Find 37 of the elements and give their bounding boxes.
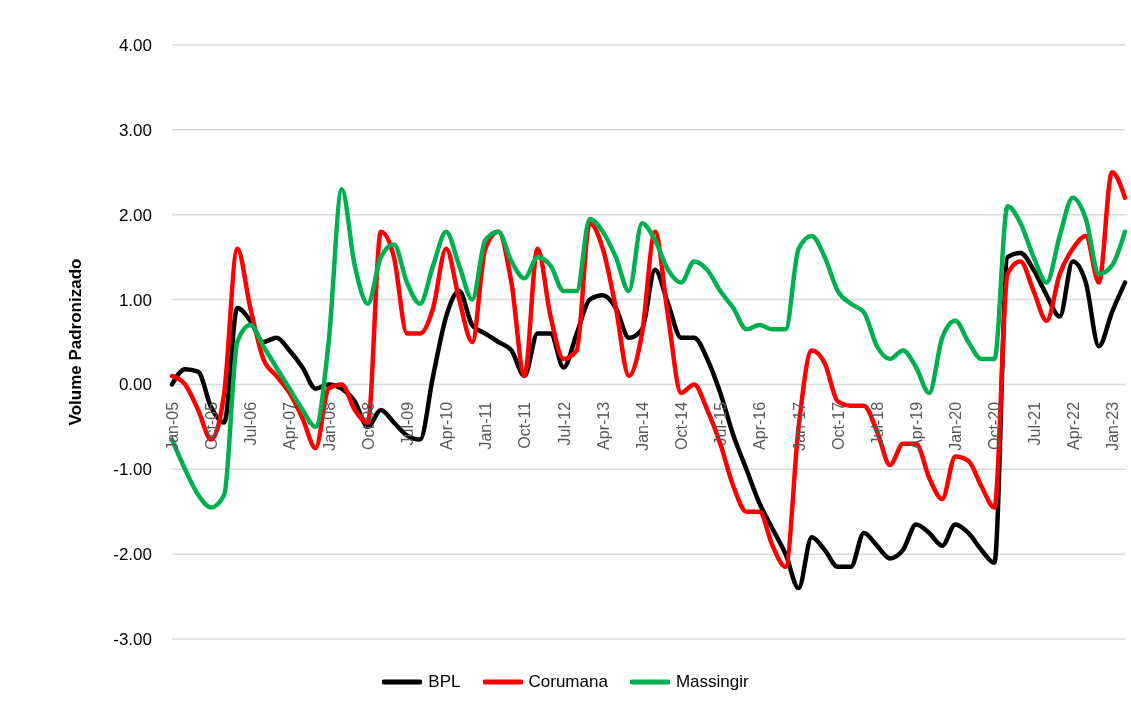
- legend-label: Corumana: [528, 672, 608, 692]
- x-tick-label: Jan-14: [633, 401, 651, 451]
- x-tick-label: Jan-05: [164, 401, 181, 451]
- legend-label: Massingir: [675, 672, 749, 692]
- legend-label: BPL: [428, 672, 461, 692]
- y-tick-label: -3.00: [113, 630, 152, 650]
- x-tick-label: Jul-15: [712, 401, 730, 446]
- x-tick-label: Apr-22: [1064, 401, 1082, 450]
- x-tick-label: Apr-10: [438, 401, 456, 450]
- x-tick-label: Jul-09: [398, 401, 416, 446]
- x-tick-label: Jul-21: [1025, 401, 1043, 446]
- x-tick-label: Oct-05: [203, 401, 221, 450]
- y-tick-label: 2.00: [118, 205, 152, 225]
- y-axis-title: Volume Padronizado: [66, 258, 86, 426]
- x-tick-label: Oct-20: [986, 401, 1004, 450]
- x-tick-label: Jan-23: [1103, 401, 1121, 451]
- y-tick-label: -2.00: [113, 545, 152, 565]
- y-tick-label: -1.00: [113, 460, 152, 480]
- y-tick-label: 1.00: [118, 290, 152, 310]
- x-tick-label: Oct-08: [359, 401, 377, 450]
- x-tick-label: Oct-17: [829, 401, 847, 450]
- x-tick-label: Oct-11: [516, 401, 534, 449]
- y-tick-label: 4.00: [118, 36, 152, 56]
- x-tick-label: Jul-06: [242, 401, 260, 446]
- x-tick-label: Jul-12: [555, 401, 573, 446]
- x-tick-label: Jan-11: [477, 401, 495, 450]
- x-tick-label: Apr-07: [281, 401, 299, 450]
- x-tick-label: Jul-18: [868, 401, 886, 446]
- x-tick-label: Jan-17: [790, 401, 808, 451]
- x-tick-label: Apr-16: [751, 401, 769, 450]
- x-tick-label: Jan-08: [320, 401, 338, 451]
- x-tick-label: Oct-14: [673, 401, 691, 450]
- y-tick-label: 3.00: [118, 120, 152, 140]
- y-tick-label: 0.00: [118, 375, 152, 395]
- x-tick-label: Apr-19: [908, 401, 926, 450]
- x-tick-label: Apr-13: [594, 401, 612, 450]
- x-tick-label: Jan-20: [947, 401, 965, 451]
